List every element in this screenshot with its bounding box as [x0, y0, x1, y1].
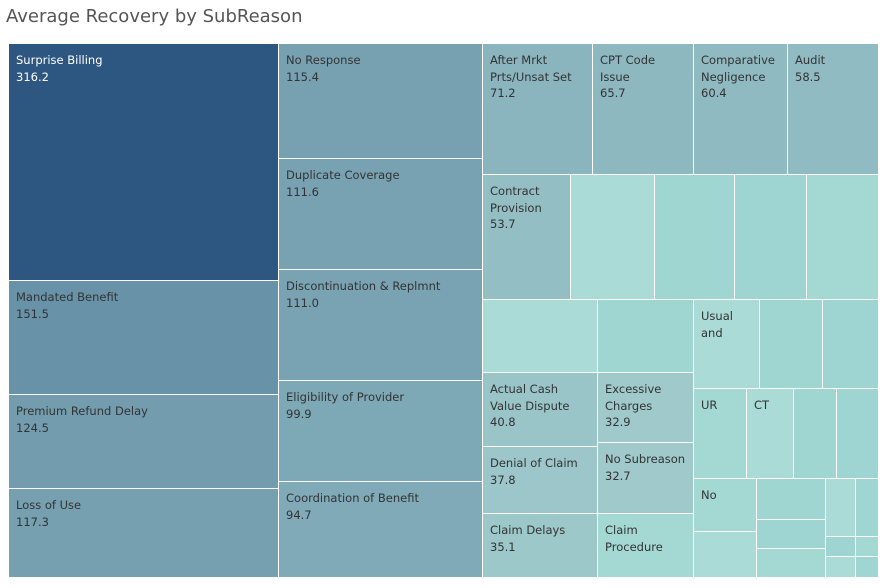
treemap-cell-unlabeled[interactable] — [654, 174, 736, 301]
treemap-cell-discontinuation-replmnt[interactable]: Discontinuation & Replmnt 111.0 — [278, 269, 484, 382]
treemap-cell-excessive-charges[interactable]: Excessive Charges 32.9 — [597, 372, 695, 444]
cell-value: 124.5 — [16, 420, 49, 435]
cell-label: No Response — [286, 53, 361, 67]
cell-label: Excessive Charges — [605, 382, 662, 413]
treemap-cell-audit[interactable]: Audit 58.5 — [787, 43, 879, 176]
treemap-cell-unlabeled[interactable] — [482, 299, 599, 374]
treemap-cell-mandated-benefit[interactable]: Mandated Benefit 151.5 — [8, 280, 280, 396]
cell-value: 117.3 — [16, 514, 49, 529]
treemap-cell-unlabeled[interactable] — [855, 556, 879, 578]
treemap-cell-no-subreason[interactable]: No Subreason 32.7 — [597, 442, 695, 515]
cell-label: Coordination of Benefit — [286, 491, 419, 505]
treemap-cell-comparative-negligence[interactable]: Comparative Negligence 60.4 — [693, 43, 789, 176]
treemap-cell-unlabeled[interactable] — [825, 536, 857, 558]
treemap-cell-contract-provision[interactable]: Contract Provision 53.7 — [482, 174, 572, 301]
cell-label: Mandated Benefit — [16, 290, 119, 304]
treemap-cell-unlabeled[interactable] — [855, 478, 879, 538]
cell-value: 53.7 — [490, 217, 516, 231]
cell-value: 37.8 — [490, 472, 516, 487]
cell-value: 94.7 — [286, 507, 312, 522]
cell-value: 60.4 — [701, 86, 727, 100]
cell-label: Actual Cash Value Dispute — [490, 382, 570, 413]
cell-value: 65.7 — [600, 86, 626, 100]
cell-value: 58.5 — [795, 69, 821, 84]
chart-title: Average Recovery by SubReason — [6, 6, 303, 27]
treemap-cell-no-response[interactable]: No Response 115.4 — [278, 43, 484, 160]
cell-label: Loss of Use — [16, 498, 82, 512]
treemap-cell-cpt-code-issue[interactable]: CPT Code Issue 65.7 — [592, 43, 695, 176]
treemap-cell-claim-procedure[interactable]: Claim Procedure — [597, 513, 695, 578]
cell-label: CPT Code Issue — [600, 53, 656, 84]
cell-label: After Mrkt Prts/Unsat Set — [490, 53, 572, 84]
cell-label: Audit — [795, 53, 826, 67]
cell-label: CT — [754, 398, 770, 412]
treemap-cell-unlabeled[interactable] — [756, 548, 827, 578]
cell-value: 32.7 — [605, 468, 631, 483]
treemap-cell-unlabeled[interactable] — [756, 478, 827, 521]
treemap-cell-actual-cash-value-dispute[interactable]: Actual Cash Value Dispute 40.8 — [482, 372, 599, 448]
treemap-cell-unlabeled[interactable] — [855, 536, 879, 558]
treemap-cell-unlabeled[interactable] — [597, 299, 695, 374]
cell-value: 71.2 — [490, 86, 516, 100]
cell-label: Discontinuation & Replmnt — [286, 279, 441, 293]
cell-label: Usual and — [701, 309, 733, 340]
cell-value: 316.2 — [16, 69, 49, 84]
treemap-cell-unlabeled[interactable] — [806, 174, 879, 301]
treemap-cell-ct[interactable]: CT — [746, 388, 795, 480]
treemap-cell-unlabeled[interactable] — [756, 519, 827, 550]
cell-label: Duplicate Coverage — [286, 168, 400, 182]
cell-value: 99.9 — [286, 406, 312, 421]
cell-value: 40.8 — [490, 415, 516, 429]
cell-label: No — [701, 488, 717, 502]
treemap-cell-surprise-billing[interactable]: Surprise Billing 316.2 — [8, 43, 280, 282]
treemap-cell-ur[interactable]: UR — [693, 388, 748, 480]
cell-value: 151.5 — [16, 306, 49, 321]
treemap-cell-unlabeled[interactable] — [836, 388, 879, 480]
treemap-cell-eligibility-of-provider[interactable]: Eligibility of Provider 99.9 — [278, 380, 484, 483]
cell-value: 32.9 — [605, 415, 631, 429]
cell-label: Comparative Negligence — [701, 53, 775, 84]
treemap-cell-after-mrkt-prts-unsat-set[interactable]: After Mrkt Prts/Unsat Set 71.2 — [482, 43, 594, 176]
treemap-cell-no[interactable]: No — [693, 478, 758, 533]
cell-value: 111.6 — [286, 184, 319, 199]
cell-label: No Subreason — [605, 452, 686, 466]
cell-label: UR — [701, 398, 718, 412]
treemap-cell-unlabeled[interactable] — [825, 478, 857, 538]
treemap-cell-unlabeled[interactable] — [825, 556, 857, 578]
cell-value: 35.1 — [490, 539, 516, 554]
treemap-cell-denial-of-claim[interactable]: Denial of Claim 37.8 — [482, 446, 599, 515]
cell-label: Claim Delays — [490, 523, 566, 537]
treemap-cell-unlabeled[interactable] — [693, 531, 758, 578]
cell-label: Denial of Claim — [490, 456, 578, 470]
cell-label: Surprise Billing — [16, 53, 103, 67]
cell-label: Contract Provision — [490, 184, 542, 215]
treemap-cell-unlabeled[interactable] — [822, 299, 879, 390]
treemap-cell-unlabeled[interactable] — [570, 174, 656, 301]
treemap-cell-claim-delays[interactable]: Claim Delays 35.1 — [482, 513, 599, 578]
treemap-cell-duplicate-coverage[interactable]: Duplicate Coverage 111.6 — [278, 158, 484, 271]
treemap-cell-unlabeled[interactable] — [734, 174, 808, 301]
treemap-cell-coordination-of-benefit[interactable]: Coordination of Benefit 94.7 — [278, 481, 484, 578]
cell-label: Claim Procedure — [605, 523, 663, 554]
treemap-cell-usual-and[interactable]: Usual and — [693, 299, 761, 390]
cell-value: 111.0 — [286, 295, 319, 310]
treemap-cell-premium-refund-delay[interactable]: Premium Refund Delay 124.5 — [8, 394, 280, 490]
treemap-cell-loss-of-use[interactable]: Loss of Use 117.3 — [8, 488, 280, 578]
treemap-cell-unlabeled[interactable] — [759, 299, 824, 390]
cell-value: 115.4 — [286, 69, 319, 84]
cell-label: Eligibility of Provider — [286, 390, 405, 404]
treemap-cell-unlabeled[interactable] — [793, 388, 838, 480]
cell-label: Premium Refund Delay — [16, 404, 148, 418]
